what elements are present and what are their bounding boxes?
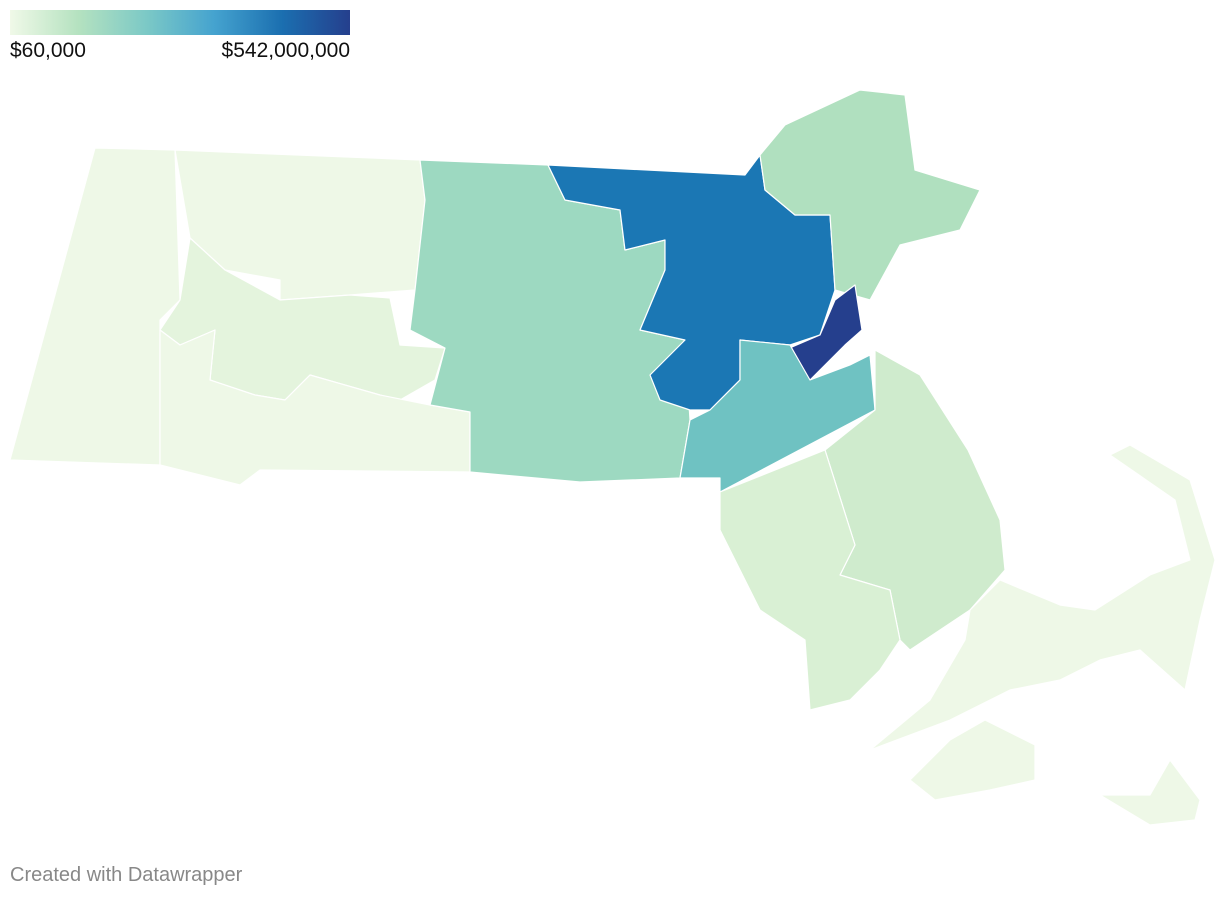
region [719, 449, 901, 711]
credit: Created with Datawrapper [10, 864, 243, 886]
region [759, 89, 981, 301]
legend-gradient [10, 10, 350, 35]
region [909, 719, 1036, 801]
region [869, 444, 1216, 751]
legend-min: $60,000 [10, 39, 86, 62]
map [9, 89, 1216, 826]
region [1099, 759, 1201, 826]
legend-max: $542,000,000 [221, 39, 350, 62]
region [9, 147, 181, 466]
region [159, 329, 471, 486]
